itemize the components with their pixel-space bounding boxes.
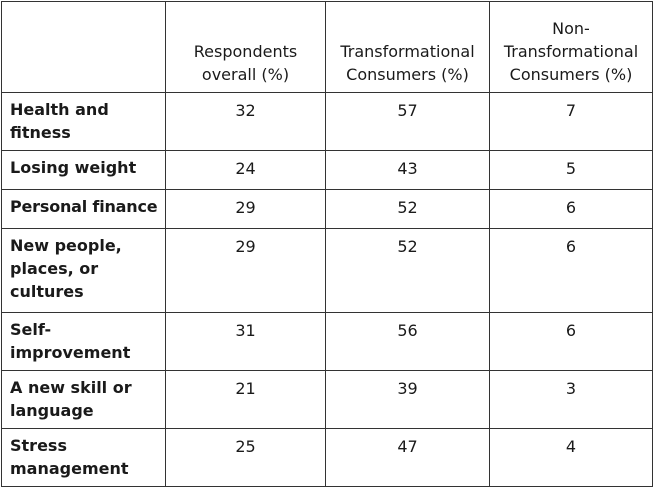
cell-transformational: 52	[325, 228, 490, 313]
cell-non-transformational: 6	[489, 312, 653, 371]
header-row: Respondents overall (%) Transformational…	[1, 1, 653, 93]
cell-transformational: 47	[325, 428, 490, 487]
cell-transformational: 39	[325, 370, 490, 429]
row-label: Self-improvement	[1, 312, 166, 371]
row-label: Personal finance	[1, 189, 166, 229]
cell-transformational: 52	[325, 189, 490, 229]
row-label: Health and fitness	[1, 92, 166, 151]
table-row: Health and fitness 32 57 7	[1, 92, 653, 151]
cell-overall: 32	[165, 92, 326, 151]
row-label: New people, places, or cultures	[1, 228, 166, 313]
cell-transformational: 43	[325, 150, 490, 190]
row-label: Stress management	[1, 428, 166, 487]
table-row: Self-improvement 31 56 6	[1, 312, 653, 371]
cell-overall: 24	[165, 150, 326, 190]
cell-overall: 31	[165, 312, 326, 371]
table-row: Stress management 25 47 4	[1, 428, 653, 487]
cell-overall: 29	[165, 228, 326, 313]
cell-non-transformational: 5	[489, 150, 653, 190]
table-row: A new skill or language 21 39 3	[1, 370, 653, 429]
table-row: Losing weight 24 43 5	[1, 150, 653, 190]
cell-non-transformational: 3	[489, 370, 653, 429]
header-transformational: Transformational Consumers (%)	[325, 1, 490, 93]
header-cell-blank	[1, 1, 166, 93]
table-row: New people, places, or cultures 29 52 6	[1, 228, 653, 313]
header-non-transformational: Non-Transformational Consumers (%)	[489, 1, 653, 93]
cell-overall: 25	[165, 428, 326, 487]
cell-non-transformational: 6	[489, 189, 653, 229]
cell-non-transformational: 7	[489, 92, 653, 151]
row-label: Losing weight	[1, 150, 166, 190]
cell-overall: 29	[165, 189, 326, 229]
cell-non-transformational: 6	[489, 228, 653, 313]
cell-overall: 21	[165, 370, 326, 429]
cell-transformational: 56	[325, 312, 490, 371]
cell-non-transformational: 4	[489, 428, 653, 487]
survey-table: Respondents overall (%) Transformational…	[1, 1, 653, 487]
cell-transformational: 57	[325, 92, 490, 151]
header-respondents-overall: Respondents overall (%)	[165, 1, 326, 93]
table-row: Personal finance 29 52 6	[1, 189, 653, 229]
row-label: A new skill or language	[1, 370, 166, 429]
